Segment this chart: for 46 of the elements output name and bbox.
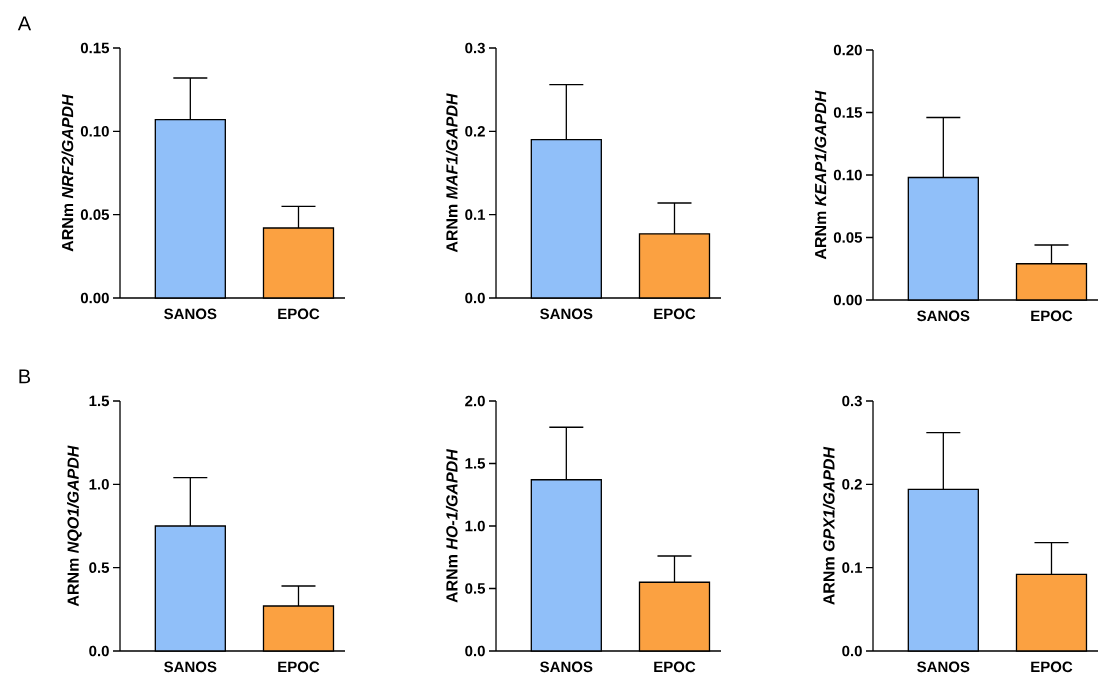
text: A — [17, 16, 32, 31]
y-tick-label: 2.0 — [465, 395, 485, 407]
y-tick-label: 1.0 — [89, 479, 109, 490]
y-tick-label: 0.10 — [833, 169, 862, 181]
x-tick-label: EPOC — [654, 308, 696, 320]
y-tick-label: 0.15 — [833, 107, 863, 118]
x-tick-label: SANOS — [164, 308, 217, 320]
y-tick-label: 0.1 — [465, 209, 486, 220]
x-tick-label: SANOS — [540, 308, 593, 320]
x-tick-label: EPOC — [278, 308, 320, 320]
x-tick-label: SANOS — [917, 310, 970, 322]
y-tick-label: 0.2 — [842, 479, 862, 490]
y-axis-title: ARNm NRF2/GAPDH — [61, 94, 74, 252]
y-tick-label: 0.15 — [80, 42, 110, 54]
x-tick-label: SANOS — [164, 661, 217, 673]
y-tick-label: 0.0 — [465, 292, 485, 304]
x-tick-label: EPOC — [1031, 310, 1073, 322]
y-tick-label: 1.5 — [465, 458, 486, 469]
y-tick-label: 0.5 — [465, 583, 486, 594]
y-tick-label: 1.5 — [89, 395, 110, 407]
y-axis-title: ARNm MAF1/GAPDH — [445, 93, 458, 253]
y-tick-label: 0.10 — [80, 126, 109, 137]
y-axis-title: ARNm HO-1/GAPDH — [445, 448, 458, 603]
x-tick-label: EPOC — [654, 661, 696, 673]
y-tick-label: 1.0 — [465, 520, 485, 532]
y-tick-label: 0.00 — [833, 294, 862, 306]
y-tick-label: 0.1 — [842, 562, 863, 573]
x-tick-label: EPOC — [1031, 661, 1073, 673]
y-axis-title: ARNm NQO1/GAPDH — [67, 445, 82, 607]
y-tick-label: 0.0 — [842, 645, 862, 657]
y-tick-label: 0.00 — [80, 292, 109, 304]
y-axis-title: ARNm KEAP1/GAPDH — [814, 90, 827, 260]
y-axis-title: ARNm GPX1/GAPDH — [822, 446, 835, 605]
x-tick-label: SANOS — [540, 661, 593, 673]
text: B — [19, 369, 31, 384]
y-tick-label: 0.3 — [465, 42, 485, 54]
y-tick-label: 0.5 — [89, 562, 110, 573]
y-tick-label: 0.20 — [833, 44, 862, 56]
y-tick-label: 0.05 — [80, 209, 110, 220]
y-tick-label: 0.2 — [465, 126, 485, 137]
y-tick-label: 0.05 — [833, 232, 863, 243]
x-tick-label: EPOC — [278, 661, 320, 673]
y-tick-label: 0.0 — [89, 645, 109, 657]
y-tick-label: 0.0 — [465, 645, 485, 657]
y-tick-label: 0.3 — [842, 395, 862, 407]
x-tick-label: SANOS — [917, 661, 970, 673]
